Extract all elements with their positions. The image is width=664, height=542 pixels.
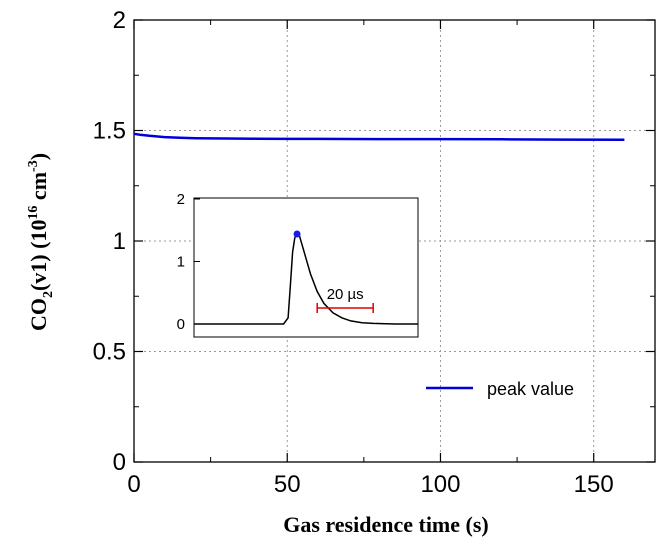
inset-y-tick-label: 1: [177, 254, 185, 271]
x-tick-label: 0: [127, 471, 140, 498]
y-tick-label: 2: [113, 7, 126, 34]
inset-series: [194, 230, 418, 325]
inset-frame: [193, 197, 419, 338]
y-axis-title-unit: cm: [26, 172, 51, 206]
x-tick-label: 150: [574, 471, 614, 498]
main-series: [133, 132, 625, 142]
y-axis-title-middle: (v1) (10: [26, 220, 51, 291]
inset-chart: 0 1 2 20 µs: [177, 191, 419, 338]
y-axis-title-superscript: 16: [26, 206, 41, 220]
y-tick-label: 0.5: [93, 339, 126, 366]
y-tick-label: 1: [113, 228, 126, 255]
x-axis-title: Gas residence time (s): [283, 512, 489, 537]
y-axis-title-suffix: ): [26, 153, 51, 160]
inset-y-tick-label: 2: [177, 191, 185, 208]
y-axis-title-subscript: 2: [41, 291, 56, 298]
scale-bar-label: 20 µs: [327, 286, 364, 303]
legend-label: peak value: [487, 379, 574, 399]
scale-bar: 20 µs: [316, 286, 374, 313]
main-ticks: 0 0.5 1 1.5 2 0 50 100 150: [93, 7, 655, 498]
x-tick-label: 50: [274, 471, 301, 498]
legend: peak value: [426, 379, 574, 399]
y-tick-label: 1.5: [93, 118, 126, 145]
inset-background: [194, 198, 418, 337]
y-axis-title-prefix: CO: [26, 298, 51, 331]
inset-y-tick-label: 0: [177, 316, 185, 333]
y-axis-title-unit-superscript: -3: [26, 160, 41, 172]
y-tick-label: 0: [113, 449, 126, 476]
inset-series-line: [194, 232, 418, 325]
inset-peak-marker: [293, 230, 301, 238]
x-tick-label: 100: [420, 471, 460, 498]
inset-ticks: 0 1 2: [177, 191, 200, 333]
y-axis-title: CO2(v1) (1016 cm-3): [26, 153, 56, 331]
series-line-peak-value: [133, 132, 625, 142]
